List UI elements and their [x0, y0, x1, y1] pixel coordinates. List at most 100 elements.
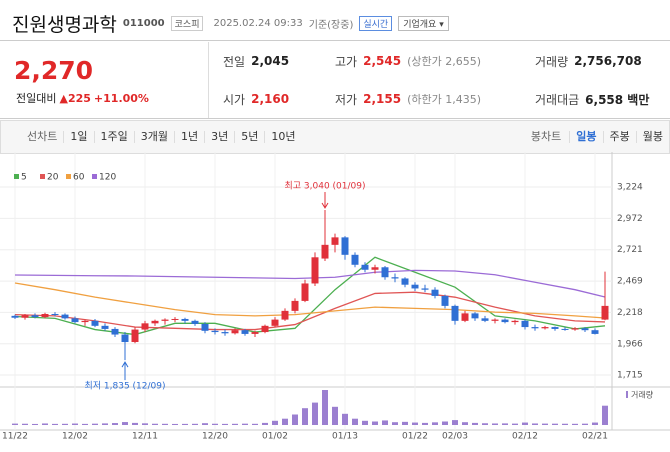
volume-bar — [472, 422, 478, 425]
tab[interactable]: 1주일 — [93, 131, 134, 143]
tab[interactable]: 10년 — [264, 131, 301, 143]
x-tick-label: 12/20 — [202, 432, 228, 442]
y-tick-label: 2,972 — [617, 214, 643, 224]
legend-label: 20 — [47, 173, 59, 183]
volume-bar — [602, 405, 608, 425]
candle-body — [141, 323, 149, 330]
tab[interactable]: 월봉 — [635, 131, 669, 143]
candle-body — [211, 330, 219, 333]
volume-bar — [302, 408, 308, 425]
candle-body — [271, 319, 279, 326]
candle-body — [281, 310, 289, 320]
volume-bar — [222, 423, 228, 425]
volume-bar — [572, 423, 578, 425]
volume-legend-swatch — [626, 391, 628, 398]
volume-bar — [262, 422, 268, 425]
tab[interactable]: 주봉 — [602, 131, 636, 143]
volume-bar — [252, 423, 258, 425]
tab[interactable]: 3개월 — [133, 131, 174, 143]
stock-code: 011000 — [122, 18, 165, 29]
candle-body — [491, 319, 499, 321]
volume-bar — [412, 422, 418, 425]
volume-bar — [352, 418, 358, 425]
quote-value: 6,558 백만 — [585, 92, 650, 107]
volume-bar — [232, 423, 238, 425]
divider — [0, 40, 670, 41]
candle-body — [41, 313, 49, 318]
candle-body — [191, 320, 199, 324]
volume-bar — [172, 423, 178, 425]
quote-label: 고가 — [335, 54, 358, 69]
volume-bar — [242, 423, 248, 425]
quote-extra: (상한가 2,655) — [407, 55, 481, 68]
candle-body — [461, 313, 469, 321]
volume-bar — [12, 423, 18, 425]
change-pct: +11.00% — [93, 91, 149, 105]
candle-body — [421, 288, 429, 290]
candle-body — [511, 320, 519, 323]
volume-bar — [432, 422, 438, 425]
ma-line — [14, 282, 606, 319]
quote-label: 시가 — [223, 92, 246, 107]
tab[interactable]: 3년 — [204, 131, 234, 143]
quote-value: 2,756,708 — [574, 54, 642, 68]
volume-bar — [52, 423, 58, 425]
volume-bar — [582, 423, 588, 425]
market-badge: 코스피 — [170, 16, 204, 31]
volume-bar — [462, 422, 468, 425]
price: 2,270 — [14, 56, 94, 85]
tab[interactable]: 1년 — [174, 131, 204, 143]
company-button[interactable]: 기업개요 ▾ — [398, 16, 449, 31]
y-tick-label: 3,224 — [617, 183, 643, 193]
volume-bar — [162, 423, 168, 425]
volume-bar — [42, 423, 48, 425]
candle-body — [401, 278, 409, 285]
candle-body — [31, 315, 39, 318]
tab[interactable]: 1일 — [63, 131, 93, 143]
candle-body — [231, 330, 239, 334]
volume-bar — [502, 423, 508, 425]
candle-body — [61, 314, 69, 319]
stock-name: 진원생명과학 — [12, 14, 117, 36]
volume-bar — [122, 422, 128, 425]
realtime-button[interactable]: 실시간 — [359, 16, 393, 31]
candle-body — [381, 267, 389, 278]
volume-label: 거래량 — [631, 390, 654, 400]
quote-grid: 전일 2,045 고가 2,545 (상한가 2,655) 거래량 2,756,708 시가 2… — [208, 42, 670, 118]
candle-body — [371, 267, 379, 270]
company-label: 기업개요 — [403, 20, 437, 30]
candle-body — [391, 277, 399, 279]
volume-bar — [562, 423, 568, 425]
candle-body — [121, 334, 129, 343]
volume-bar — [452, 420, 458, 425]
candle-body — [111, 328, 119, 335]
x-tick-label: 01/13 — [332, 432, 358, 442]
tab[interactable]: 5년 — [234, 131, 264, 143]
candle-body — [341, 237, 349, 255]
volume-bar — [22, 423, 28, 425]
change-label: 전일대비 — [16, 92, 57, 105]
volume-bar — [112, 423, 118, 425]
volume-bar — [372, 421, 378, 425]
x-tick-label: 12/11 — [132, 432, 158, 442]
quote-label: 저가 — [335, 92, 358, 107]
candle-body — [451, 305, 459, 321]
legend-swatch — [66, 174, 71, 179]
legend-label: 120 — [99, 173, 116, 183]
volume-bar — [282, 418, 288, 425]
volume-bar — [192, 423, 198, 425]
quote-item: 거래량 2,756,708 — [521, 42, 670, 80]
x-tick-label: 01/22 — [402, 432, 428, 442]
quote-value: 2,160 — [251, 92, 290, 106]
tab[interactable]: 일봉 — [569, 131, 602, 143]
chart: 3,224 2,972 2,721 2,469 2,218 1,966 1,715 11/22… — [0, 152, 670, 442]
quote-label: 거래량 — [535, 54, 569, 69]
tab-group-label: 봉차트 — [530, 130, 562, 143]
legend-swatch — [40, 174, 45, 179]
x-tick-label: 12/02 — [62, 432, 88, 442]
annotation: 최고 3,040 (01/09) — [284, 180, 365, 191]
tab-group-label: 선차트 — [27, 130, 58, 143]
volume-bar — [362, 420, 368, 425]
volume-bar — [182, 423, 188, 425]
